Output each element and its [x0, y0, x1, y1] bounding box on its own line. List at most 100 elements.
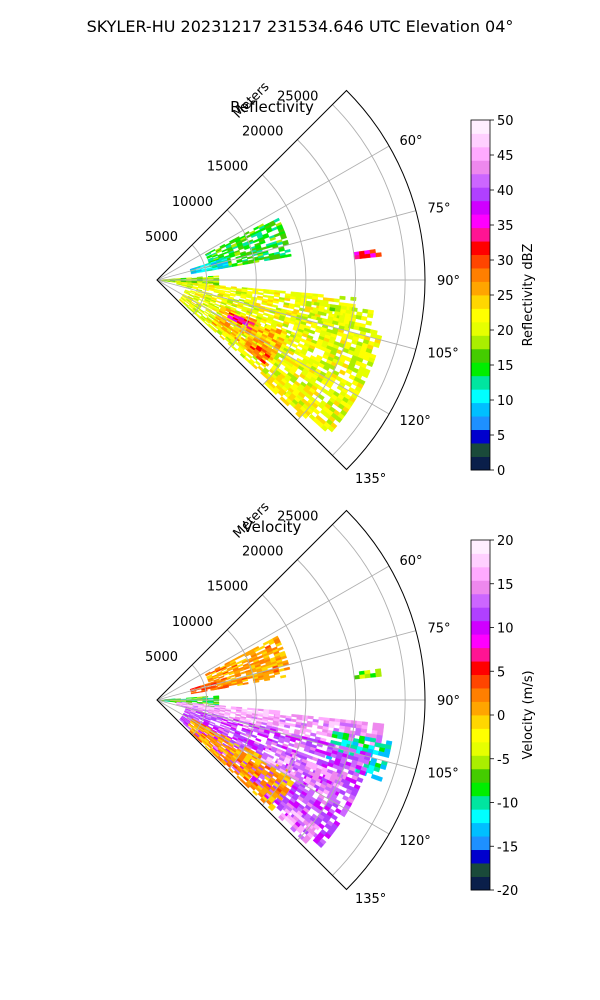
echo-cell — [283, 399, 291, 407]
echo-cell — [207, 282, 214, 285]
echo-cell — [339, 295, 346, 301]
echo-cell — [287, 350, 295, 356]
echo-cell — [312, 721, 319, 726]
colorbar-tick-label: 0 — [497, 464, 505, 479]
echo-cell — [246, 255, 253, 260]
radial-tick-label: 15000 — [207, 160, 248, 175]
colorbar-tick-label: 5 — [497, 429, 505, 444]
echo-cell — [285, 253, 292, 258]
azimuth-gridline — [156, 565, 390, 701]
echo-cell — [237, 723, 244, 727]
echo-cell — [374, 742, 381, 748]
azimuth-gridline — [156, 630, 416, 701]
radial-tick-label: 20000 — [242, 125, 283, 140]
echo-cell — [259, 358, 267, 365]
echo-cell — [236, 320, 243, 326]
colorbar-tick-label: 50 — [497, 114, 514, 129]
echo-cell — [328, 297, 335, 302]
echo-cell — [250, 734, 258, 739]
colorbar-tick-label: -5 — [497, 753, 510, 768]
colorbar-segment — [471, 120, 490, 134]
echo-cell — [242, 724, 249, 729]
colorbar-segment — [471, 295, 490, 309]
echo-cell — [313, 823, 321, 831]
echo-cell — [298, 307, 306, 312]
echo-cell — [362, 308, 369, 314]
echo-cell — [280, 655, 288, 660]
velocity-panel: Velocity500010000150002000025000Meters60… — [145, 499, 460, 907]
colorbar-tick-label: 0 — [497, 709, 505, 724]
echo-cell — [237, 263, 244, 267]
colorbar-segment — [471, 362, 490, 377]
colorbar-segment — [471, 822, 490, 837]
colorbar-segment — [471, 809, 490, 824]
echo-cell — [273, 217, 280, 223]
colorbar-segment — [471, 782, 490, 797]
echo-cell — [196, 691, 203, 694]
echo-cell — [185, 277, 192, 279]
echo-cell — [353, 674, 361, 680]
echo-cell — [218, 675, 225, 679]
radial-tick-label: 15000 — [207, 580, 248, 595]
echo-cell — [295, 411, 303, 418]
echo-cell — [197, 737, 203, 743]
colorbar-segment — [471, 200, 490, 215]
echo-cell — [276, 805, 283, 812]
sector-frame — [156, 509, 426, 891]
echo-cell — [354, 731, 362, 737]
echo-cell — [209, 248, 216, 253]
echo-cell — [180, 280, 187, 283]
echo-cell — [252, 772, 259, 779]
colorbar-segment — [471, 620, 490, 635]
echo-cell — [202, 696, 209, 698]
echo-cell — [317, 311, 324, 316]
colorbar-segment — [471, 321, 490, 336]
echo-cell — [231, 345, 238, 352]
echo-cell — [339, 810, 347, 818]
radial-tick-label: 25000 — [277, 510, 318, 525]
echo-cell — [305, 728, 312, 733]
echo-cell — [273, 232, 281, 238]
echo-cell — [235, 674, 242, 678]
echo-cell — [277, 727, 284, 732]
echo-cell — [359, 769, 367, 776]
colorbar-segment — [471, 607, 490, 622]
echo-cell — [271, 388, 279, 396]
reflectivity-colorbar: 0 5 10 15 20 25 30 35 40 45 50 Reflectivity dBZ — [470, 114, 536, 479]
echo-cell — [169, 281, 176, 283]
echo-cell — [207, 697, 214, 700]
azimuth-gridline — [156, 699, 390, 835]
echo-cell — [356, 776, 364, 783]
echo-cell — [355, 314, 363, 320]
echo-cell — [217, 747, 223, 753]
echo-cell — [175, 700, 182, 702]
echo-cell — [233, 656, 240, 661]
echo-cell — [280, 235, 288, 240]
echo-cell — [185, 697, 192, 699]
echo-cell — [190, 690, 197, 693]
colorbar-segment — [471, 863, 490, 877]
azimuth-gridline — [156, 279, 416, 350]
echo-cell — [263, 290, 270, 294]
echo-cell — [220, 760, 227, 766]
colorbar-segment — [471, 768, 490, 783]
colorbar-tick-label: 40 — [497, 184, 514, 199]
echo-cell — [222, 264, 229, 268]
echo-cell — [275, 642, 282, 647]
echo-cell — [375, 252, 382, 258]
echo-cell — [219, 335, 226, 341]
echo-cell — [264, 748, 272, 753]
colorbar-segment — [471, 281, 490, 296]
colorbar-segment — [471, 227, 490, 242]
colorbar-segment — [471, 647, 490, 662]
colorbar-segment — [471, 429, 490, 444]
echo-cell — [180, 278, 187, 280]
echo-cell — [363, 327, 371, 334]
echo-cell — [259, 240, 266, 245]
echo-cell — [301, 837, 309, 845]
colorbar-tick-label: -10 — [497, 797, 518, 812]
colorbar-segment — [471, 146, 490, 161]
echo-cell — [228, 730, 235, 735]
echo-cell — [247, 707, 254, 711]
